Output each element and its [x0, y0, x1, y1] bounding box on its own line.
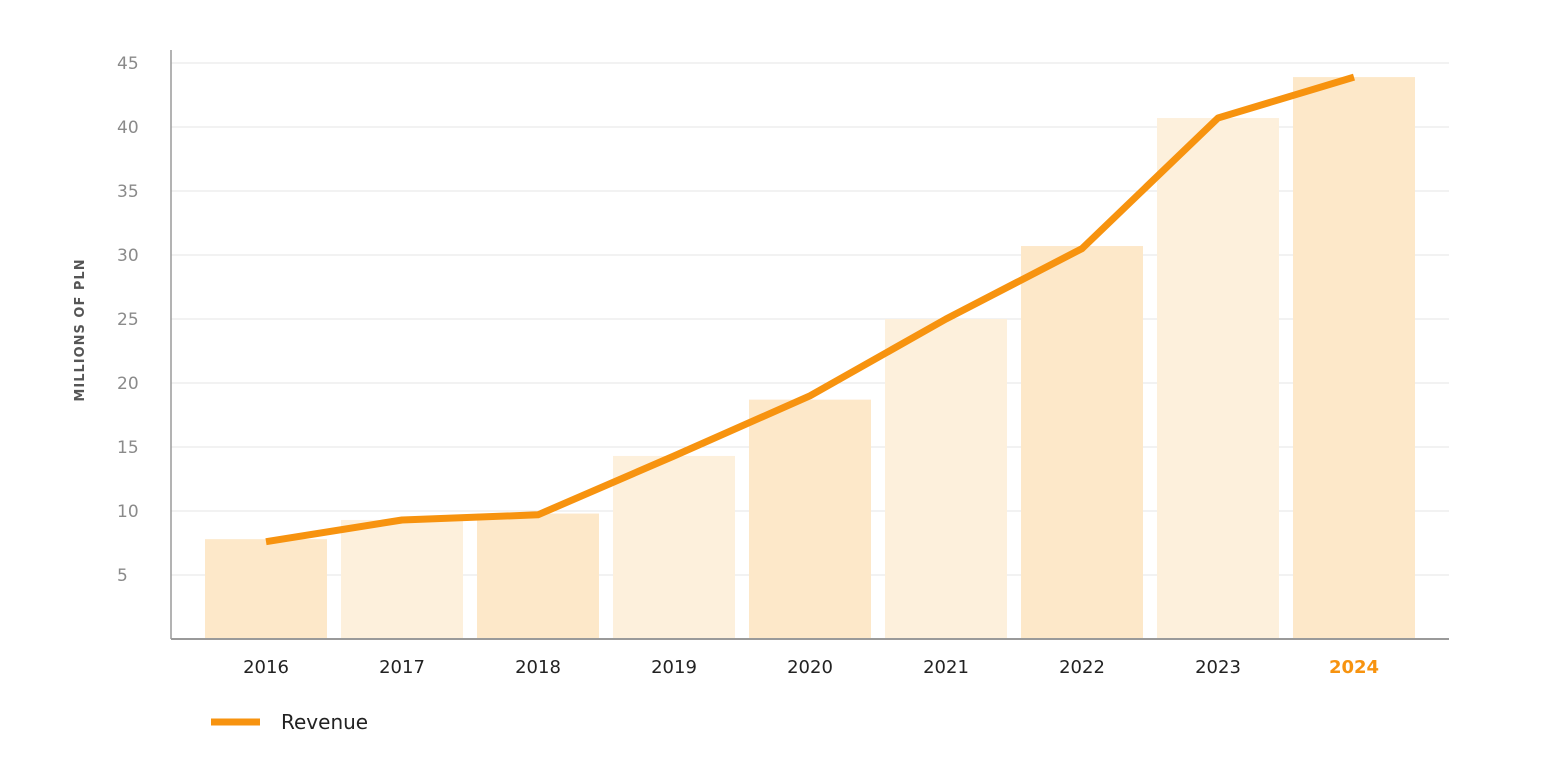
x-tick-label: 2020	[787, 657, 833, 678]
x-tick-label: 2019	[651, 657, 697, 678]
revenue-line-series	[265, 73, 1356, 546]
axes	[170, 50, 1449, 640]
x-tick-label: 2021	[923, 657, 969, 678]
legend: Revenue	[211, 710, 368, 734]
x-tick-label: 2017	[379, 657, 425, 678]
y-tick-label: 30	[117, 246, 139, 266]
x-tick-labels: 2016 2017 2018 2019 2020 2021 2022 2023 2024	[243, 657, 1379, 678]
grid-lines	[171, 62, 1449, 576]
y-tick-label: 45	[117, 54, 139, 74]
bar	[885, 319, 1007, 639]
bar	[205, 539, 327, 639]
y-tick-label: 15	[117, 438, 139, 458]
y-tick-label: 35	[117, 182, 139, 202]
bar	[477, 513, 599, 639]
y-tick-label: 5	[117, 566, 128, 586]
x-tick-label: 2016	[243, 657, 289, 678]
bars	[205, 77, 1415, 640]
x-tick-label: 2022	[1059, 657, 1105, 678]
y-tick-label: 20	[117, 374, 139, 394]
bar	[1021, 246, 1143, 640]
y-tick-labels: 5 10 15 20 25 30 35 40 45	[117, 54, 139, 586]
revenue-line	[265, 73, 1356, 546]
bar	[1293, 77, 1415, 639]
bar	[749, 399, 871, 639]
y-axis-label: MILLIONS OF PLN	[73, 258, 88, 401]
legend-label-revenue: Revenue	[281, 710, 368, 734]
bar	[341, 519, 463, 639]
y-tick-label: 10	[117, 502, 139, 522]
x-tick-label: 2024	[1329, 657, 1379, 678]
bar	[1157, 118, 1279, 640]
y-tick-label: 25	[117, 310, 139, 330]
bar	[613, 455, 735, 639]
y-tick-label: 40	[117, 118, 139, 138]
x-tick-label: 2018	[515, 657, 561, 678]
x-tick-label: 2023	[1195, 657, 1241, 678]
